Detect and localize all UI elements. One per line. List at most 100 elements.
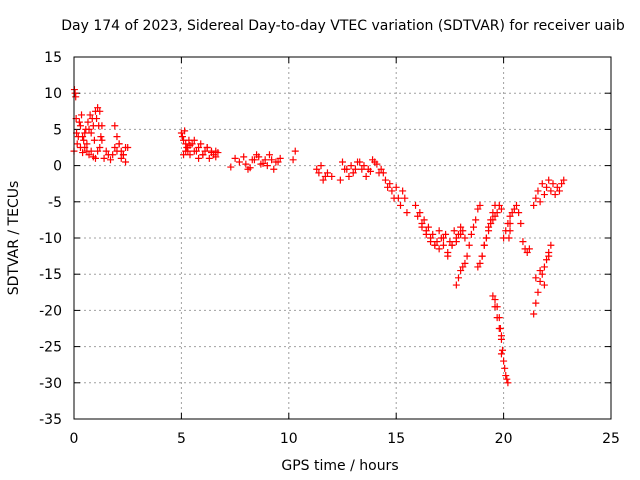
data-point [457,267,465,275]
data-point [536,267,544,275]
data-point [519,238,527,246]
data-point [276,154,284,162]
data-point [493,209,501,217]
data-point [317,162,325,170]
data-point [87,129,95,137]
data-point [523,248,531,256]
data-point [422,230,430,238]
data-point [532,299,540,307]
data-point [265,151,273,159]
data-point [540,263,548,271]
data-point [72,93,80,101]
y-tick-label: -35 [39,412,62,428]
data-point [362,172,370,180]
data-point [356,158,364,166]
data-point [379,169,387,177]
grid [74,57,611,419]
data-point [203,144,211,151]
data-point [71,89,79,97]
y-tick-label: -25 [39,340,62,356]
data-point [328,172,336,180]
data-point [195,144,203,151]
data-point [457,230,465,238]
data-point [102,147,110,155]
data-point [545,252,553,260]
data-point [424,223,432,231]
data-point [259,159,267,167]
data-point [246,164,254,172]
data-point [197,140,205,148]
data-point [439,241,447,249]
y-tick-label: -30 [39,376,62,392]
data-point [75,118,83,126]
x-tick-label: 5 [177,431,186,447]
y-tick-label: 10 [44,86,62,102]
data-point [351,165,359,173]
data-point [547,187,555,195]
data-point [386,180,394,188]
data-point [268,156,276,164]
data-point [184,144,192,151]
y-tick-label: 15 [44,50,62,66]
data-point [465,241,473,249]
data-point [489,292,497,300]
data-point [212,153,220,161]
data-point [457,223,465,231]
data-point [94,104,102,112]
data-point [485,227,493,235]
data-point [87,147,95,155]
y-tick-labels: -35 -30 -25 -20 -15 -10 -5 0 5 10 15 [39,50,62,428]
data-point [459,263,467,271]
data-point [122,158,130,166]
data-point [291,147,299,155]
data-point [73,140,81,148]
data-point [201,147,209,155]
data-point [347,162,355,170]
data-point [100,154,108,162]
data-point [339,158,346,166]
y-tick-label: 5 [53,122,62,138]
data-point [448,241,456,249]
data-point [319,176,327,184]
data-point [482,234,490,242]
data-point [429,230,437,238]
data-point [117,154,125,162]
data-point [255,153,263,161]
data-point [98,136,106,144]
data-point [369,156,377,164]
data-point [115,140,123,148]
data-point [558,180,566,188]
data-point [97,133,105,141]
data-point [461,234,469,242]
data-point [381,176,389,184]
data-point [401,194,409,202]
data-point [86,111,94,119]
data-point [90,136,98,144]
data-point [272,158,280,166]
data-point [497,205,505,213]
data-point [416,209,424,217]
data-point [478,252,486,260]
data-point [388,187,396,195]
data-point [532,194,540,202]
data-point [392,183,400,191]
data-point [98,122,106,130]
data-point [79,149,87,157]
data-point [487,220,495,228]
data-point [235,158,243,166]
data-point [321,172,329,180]
data-point [500,357,508,365]
data-point [403,209,411,217]
data-point [543,183,551,191]
data-point [186,151,194,159]
data-point [536,277,544,285]
data-point [501,364,509,372]
data-point [442,230,450,238]
data-point [489,216,497,224]
data-points [70,86,568,387]
data-point [502,372,510,380]
data-point [93,115,101,123]
data-point [96,107,104,115]
data-point [84,118,92,126]
